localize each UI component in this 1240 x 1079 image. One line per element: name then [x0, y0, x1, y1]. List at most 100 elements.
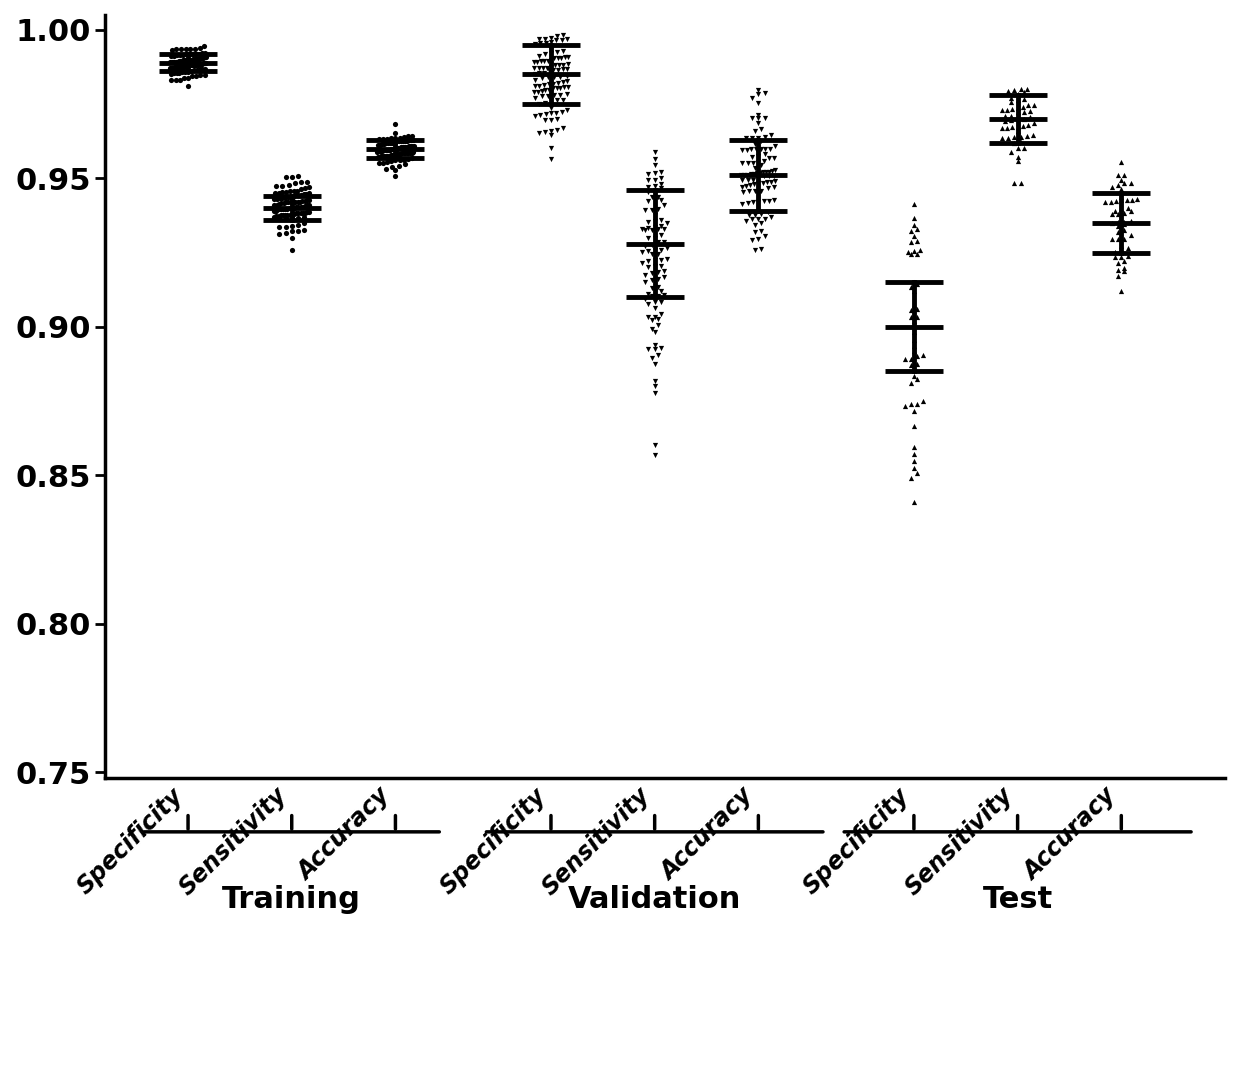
Point	[161, 42, 181, 59]
Point	[641, 221, 661, 238]
Point	[758, 179, 777, 196]
Point	[760, 140, 780, 158]
Point	[554, 78, 574, 95]
Point	[281, 206, 301, 223]
Point	[392, 145, 412, 162]
Point	[371, 142, 391, 160]
Point	[641, 264, 661, 282]
Point	[280, 182, 300, 200]
Point	[275, 209, 295, 227]
Point	[176, 45, 196, 63]
Point	[553, 73, 573, 91]
Point	[645, 144, 665, 161]
Point	[901, 278, 921, 296]
Point	[403, 137, 423, 154]
Point	[196, 49, 216, 66]
Point	[901, 309, 921, 326]
Point	[378, 141, 398, 159]
Point	[180, 45, 200, 63]
Point	[743, 149, 763, 166]
Point	[275, 224, 295, 242]
Point	[190, 50, 210, 67]
Point	[399, 138, 419, 155]
Point	[273, 190, 293, 207]
Point	[371, 148, 391, 165]
Point	[639, 172, 658, 189]
Point	[275, 200, 295, 217]
Point	[904, 217, 924, 234]
Point	[647, 271, 667, 288]
Point	[531, 53, 551, 70]
Point	[299, 203, 319, 220]
Point	[765, 161, 785, 178]
Point	[283, 188, 303, 205]
Point	[264, 208, 284, 226]
Point	[639, 259, 658, 276]
Point	[525, 78, 544, 95]
Point	[402, 150, 422, 167]
Point	[639, 166, 658, 183]
Point	[402, 132, 422, 149]
Point	[280, 193, 300, 210]
Point	[295, 204, 315, 221]
Point	[382, 129, 402, 147]
Point	[901, 356, 921, 373]
Point	[1115, 205, 1135, 222]
Point	[901, 245, 921, 262]
Point	[751, 182, 771, 200]
Point	[908, 275, 928, 292]
Point	[1106, 192, 1126, 209]
Point	[386, 152, 405, 169]
Point	[653, 196, 673, 214]
Point	[1008, 85, 1028, 103]
Point	[546, 56, 565, 73]
Point	[749, 168, 769, 186]
Point	[1018, 97, 1038, 114]
Point	[529, 78, 549, 95]
Point	[904, 324, 924, 341]
Point	[1111, 180, 1131, 197]
Point	[175, 58, 195, 76]
Point	[397, 138, 417, 155]
Point	[1008, 91, 1028, 108]
Point	[1102, 231, 1122, 248]
Point	[187, 56, 207, 73]
Point	[553, 60, 573, 78]
Point	[291, 174, 311, 191]
Point	[1111, 237, 1131, 255]
Point	[645, 324, 665, 341]
Point	[547, 111, 567, 128]
Point	[269, 207, 289, 224]
Point	[904, 367, 924, 384]
Point	[1011, 81, 1030, 98]
Point	[639, 286, 658, 303]
Point	[373, 131, 393, 148]
Point	[525, 65, 544, 82]
Point	[403, 144, 423, 161]
Point	[299, 196, 319, 214]
Point	[749, 129, 769, 147]
Point	[195, 67, 215, 84]
Point	[557, 85, 577, 103]
Point	[740, 177, 760, 194]
Point	[553, 120, 573, 137]
Point	[534, 30, 554, 47]
Point	[1121, 227, 1141, 244]
Point	[1115, 175, 1135, 192]
Point	[387, 146, 407, 163]
Point	[1008, 152, 1028, 169]
Point	[172, 58, 192, 76]
Point	[386, 134, 405, 151]
Point	[751, 121, 771, 138]
Point	[275, 189, 295, 206]
Point	[1115, 221, 1135, 238]
Point	[737, 213, 756, 230]
Point	[635, 202, 655, 219]
Point	[391, 139, 410, 156]
Point	[1117, 248, 1137, 265]
Point	[908, 346, 928, 364]
Point	[1121, 213, 1141, 230]
Point	[398, 150, 418, 167]
Point	[293, 192, 312, 209]
Point	[278, 206, 298, 223]
